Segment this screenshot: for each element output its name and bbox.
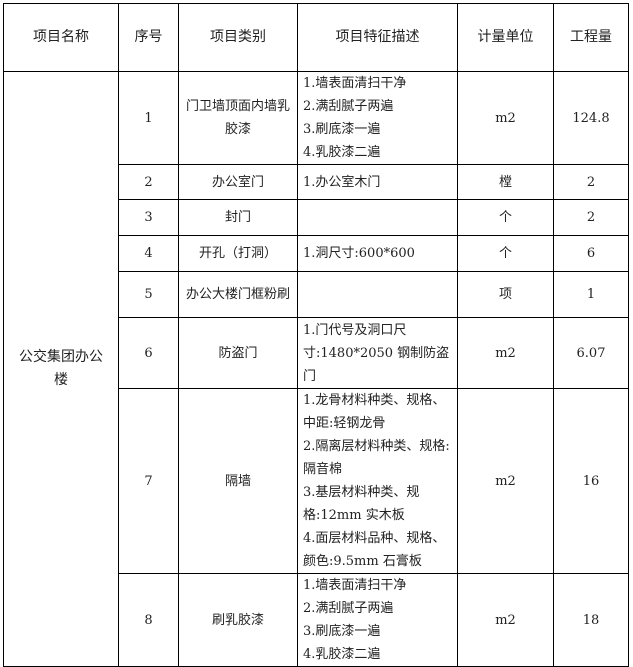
row-unit: m2 <box>457 317 554 389</box>
table-row: 公交集团办公楼 1 门卫墙顶面内墙乳胶漆 1.墙表面清扫干净 2.满刮腻子两遍 3.刷底漆… <box>3 71 629 667</box>
header-no: 序号 <box>118 3 179 72</box>
header-row: 项目名称 序号 项目类别 项目特征描述 计量单位 工程量 <box>3 3 629 72</box>
row-description: 1.墙表面清扫干净 2.满刮腻子两遍 3.刷底漆一遍 4.乳胶漆二遍 <box>297 573 458 667</box>
description-line: 2.隔离层材料种类、规格:隔音棉 <box>303 439 450 477</box>
row-no: 4 <box>118 235 179 272</box>
row-no: 1 <box>118 71 179 165</box>
header-category: 项目类别 <box>178 3 298 72</box>
description-line: 4.乳胶漆二遍 <box>303 647 381 662</box>
row-unit: 项 <box>457 271 554 318</box>
row-quantity: 16 <box>553 388 629 574</box>
row-category: 门卫墙顶面内墙乳胶漆 <box>178 71 298 165</box>
row-no: 3 <box>118 199 179 236</box>
header-project-name: 项目名称 <box>3 3 119 72</box>
row-quantity: 2 <box>553 199 629 236</box>
row-no: 5 <box>118 271 179 318</box>
row-description <box>297 199 458 236</box>
row-unit: 个 <box>457 235 554 272</box>
row-category: 隔墙 <box>178 388 298 574</box>
table-row: 7 隔墙 1.龙骨材料种类、规格、中距:轻钢龙骨 2.隔离层材料种类、规格:隔音棉 3.… <box>4 388 629 574</box>
row-no: 7 <box>118 388 179 574</box>
row-unit: 樘 <box>457 164 554 200</box>
description-line: 3.基层材料种类、规格:12mm 实木板 <box>303 485 420 523</box>
description-line: 1.墙表面清扫干净 <box>303 76 407 91</box>
row-unit: m2 <box>457 573 554 667</box>
description-line: 3.刷底漆一遍 <box>303 624 381 639</box>
description-line: 4.面层材料品种、规格、颜色:9.5mm 石膏板 <box>303 531 446 569</box>
row-no: 8 <box>118 573 179 667</box>
row-category: 封门 <box>178 199 298 236</box>
row-unit: m2 <box>457 71 554 165</box>
description-line: 1.办公室木门 <box>303 174 381 190</box>
row-quantity: 1 <box>553 271 629 318</box>
table-row: 8 刷乳胶漆 1.墙表面清扫干净 2.满刮腻子两遍 3.刷底漆一遍 4.乳胶漆二遍 m2 18 <box>4 573 629 667</box>
row-quantity: 18 <box>553 573 629 667</box>
description-line: 1.门代号及洞口尺寸:1480*2050 钢制防盗门 <box>303 322 450 384</box>
description-line: 1.墙表面清扫干净 <box>303 578 407 593</box>
row-description: 1.墙表面清扫干净 2.满刮腻子两遍 3.刷底漆一遍 4.乳胶漆二遍 <box>297 71 458 165</box>
row-description: 1.门代号及洞口尺寸:1480*2050 钢制防盗门 <box>297 317 458 389</box>
table-row: 4 开孔（打洞） 1.洞尺寸:600*600 个 6 <box>4 235 629 272</box>
row-quantity: 6 <box>553 235 629 272</box>
description-line: 1.洞尺寸:600*600 <box>303 246 415 261</box>
project-name-cell: 公交集团办公楼 <box>3 71 119 667</box>
description-line: 1.龙骨材料种类、规格、中距:轻钢龙骨 <box>303 393 446 431</box>
row-category: 开孔（打洞） <box>178 235 298 272</box>
row-quantity: 124.8 <box>553 71 629 165</box>
bill-of-quantities-table: 项目名称 序号 项目类别 项目特征描述 计量单位 工程量 公交集团办公楼 1 门卫墙… <box>3 3 629 667</box>
row-unit: m2 <box>457 388 554 574</box>
row-quantity: 6.07 <box>553 317 629 389</box>
row-description: 1.龙骨材料种类、规格、中距:轻钢龙骨 2.隔离层材料种类、规格:隔音棉 3.基层材… <box>297 388 458 574</box>
row-no: 6 <box>118 317 179 389</box>
row-category: 办公大楼门框粉刷 <box>178 271 298 318</box>
description-line: 4.乳胶漆二遍 <box>303 145 381 160</box>
table-row: 2 办公室门 1.办公室木门樘 2 <box>4 164 629 200</box>
header-unit: 计量单位 <box>457 3 554 72</box>
table-row: 6 防盗门 1.门代号及洞口尺寸:1480*2050 钢制防盗门 m2 6.07 <box>4 317 629 389</box>
row-no: 2 <box>118 164 179 200</box>
row-category: 刷乳胶漆 <box>178 573 298 667</box>
header-description: 项目特征描述 <box>297 3 458 72</box>
row-quantity: 2 <box>553 164 629 200</box>
description-line: 2.满刮腻子两遍 <box>303 601 394 616</box>
row-description <box>297 271 458 318</box>
description-line: 3.刷底漆一遍 <box>303 122 381 137</box>
description-line: 2.满刮腻子两遍 <box>303 99 394 114</box>
row-description: 1.办公室木门 <box>297 164 458 200</box>
row-category: 办公室门 <box>178 164 298 200</box>
row-unit: 个 <box>457 199 554 236</box>
row-description: 1.洞尺寸:600*600 <box>297 235 458 272</box>
table-row: 5 办公大楼门框粉刷 项 1 <box>4 271 629 318</box>
header-quantity: 工程量 <box>553 3 629 72</box>
row-category: 防盗门 <box>178 317 298 389</box>
